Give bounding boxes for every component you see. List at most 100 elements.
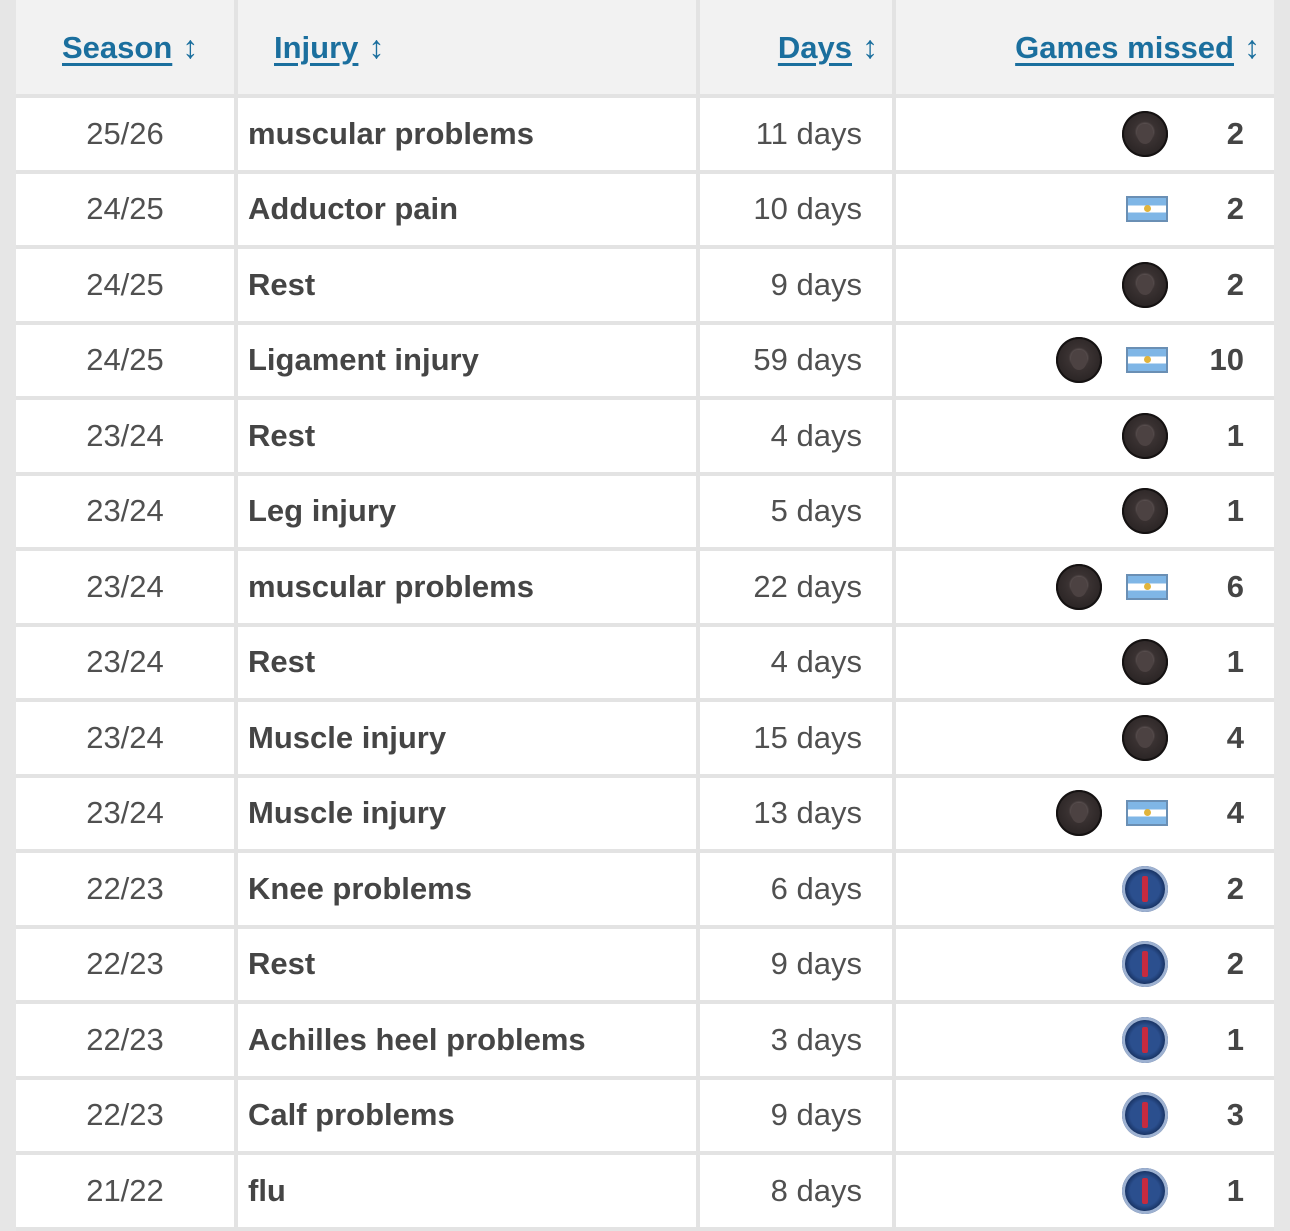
competition-badge[interactable]	[1056, 337, 1102, 384]
club-crest-dark-icon[interactable]	[1056, 563, 1102, 610]
days-cell: 10 days	[700, 173, 896, 249]
season-cell: 22/23	[16, 853, 238, 929]
table-row: 22/23 Rest 9 days 2	[16, 928, 1274, 1004]
season-cell: 21/22	[16, 1155, 238, 1231]
games-missed-content: 2	[896, 865, 1244, 912]
competition-badge[interactable]	[1122, 1092, 1168, 1139]
club-crest-dark-icon[interactable]	[1122, 412, 1168, 459]
days-column-header[interactable]: Days ↕	[700, 0, 896, 98]
games-missed-cell: 2	[896, 853, 1274, 929]
competition-badge[interactable]	[1122, 110, 1168, 157]
games-missed-content: 10	[896, 337, 1244, 384]
table-row: 23/24 Rest 4 days 1	[16, 626, 1274, 702]
competition-badge[interactable]	[1056, 790, 1102, 837]
argentina-flag-icon[interactable]	[1126, 347, 1168, 374]
competition-badge[interactable]	[1056, 563, 1102, 610]
games-missed-value: 10	[1209, 342, 1244, 378]
competition-badge[interactable]	[1122, 714, 1168, 761]
club-crest-dark-icon[interactable]	[1122, 488, 1168, 535]
games-missed-cell: 2	[896, 173, 1274, 249]
injury-cell: Rest	[238, 400, 700, 476]
season-cell: 22/23	[16, 1004, 238, 1080]
competition-badge[interactable]	[1126, 573, 1168, 600]
games-missed-cell: 1	[896, 475, 1274, 551]
games-missed-sort-link[interactable]: Games missed	[1015, 29, 1234, 65]
club-crest-dark-icon[interactable]	[1056, 790, 1102, 837]
club-crest-dark-icon[interactable]	[1056, 337, 1102, 384]
sort-arrows-icon[interactable]: ↕	[368, 28, 385, 65]
sort-arrows-icon[interactable]: ↕	[182, 28, 199, 65]
days-cell: 9 days	[700, 928, 896, 1004]
games-missed-content: 1	[896, 639, 1244, 686]
injury-cell: muscular problems	[238, 551, 700, 627]
games-missed-content: 2	[896, 261, 1244, 308]
days-cell: 13 days	[700, 777, 896, 853]
injury-cell: muscular problems	[238, 98, 700, 174]
competition-badge[interactable]	[1122, 261, 1168, 308]
games-missed-content: 4	[896, 714, 1244, 761]
games-missed-value: 1	[1226, 417, 1244, 453]
season-sort-link[interactable]: Season	[62, 29, 173, 65]
table-row: 24/25 Ligament injury 59 days 10	[16, 324, 1274, 400]
competition-badge[interactable]	[1126, 347, 1168, 374]
games-missed-column-header[interactable]: Games missed ↕	[896, 0, 1274, 98]
games-missed-cell: 1	[896, 1004, 1274, 1080]
season-column-header[interactable]: Season ↕	[16, 0, 238, 98]
games-missed-cell: 1	[896, 400, 1274, 476]
club-crest-psg-icon[interactable]	[1122, 1167, 1168, 1214]
season-cell: 23/24	[16, 626, 238, 702]
club-crest-dark-icon[interactable]	[1122, 110, 1168, 157]
days-cell: 9 days	[700, 1079, 896, 1155]
sort-arrows-icon[interactable]: ↕	[862, 28, 878, 65]
competition-badge[interactable]	[1122, 639, 1168, 686]
injury-cell: Calf problems	[238, 1079, 700, 1155]
injury-cell: Ligament injury	[238, 324, 700, 400]
games-missed-value: 2	[1226, 115, 1244, 151]
days-cell: 4 days	[700, 400, 896, 476]
games-missed-content: 2	[896, 191, 1244, 227]
injury-cell: Adductor pain	[238, 173, 700, 249]
competition-badge[interactable]	[1126, 196, 1168, 223]
games-missed-cell: 3	[896, 1079, 1274, 1155]
days-cell: 5 days	[700, 475, 896, 551]
injury-cell: Achilles heel problems	[238, 1004, 700, 1080]
argentina-flag-icon[interactable]	[1126, 800, 1168, 827]
competition-badge[interactable]	[1126, 800, 1168, 827]
days-cell: 22 days	[700, 551, 896, 627]
injury-cell: flu	[238, 1155, 700, 1231]
table-row: 24/25 Adductor pain 10 days 2	[16, 173, 1274, 249]
competition-badge[interactable]	[1122, 412, 1168, 459]
club-crest-dark-icon[interactable]	[1122, 714, 1168, 761]
competition-badge[interactable]	[1122, 488, 1168, 535]
header-row: Season ↕ Injury ↕ Days ↕ Games missed ↕	[16, 0, 1274, 98]
days-cell: 8 days	[700, 1155, 896, 1231]
days-cell: 15 days	[700, 702, 896, 778]
competition-badge[interactable]	[1122, 941, 1168, 988]
table-row: 24/25 Rest 9 days 2	[16, 249, 1274, 325]
games-missed-content: 1	[896, 488, 1244, 535]
injury-column-header[interactable]: Injury ↕	[238, 0, 700, 98]
games-missed-value: 1	[1226, 1172, 1244, 1208]
competition-badge[interactable]	[1122, 1016, 1168, 1063]
club-crest-psg-icon[interactable]	[1122, 865, 1168, 912]
competition-badge[interactable]	[1122, 1167, 1168, 1214]
injury-cell: Knee problems	[238, 853, 700, 929]
sort-arrows-icon[interactable]: ↕	[1244, 28, 1260, 65]
games-missed-value: 3	[1226, 1097, 1244, 1133]
argentina-flag-icon[interactable]	[1126, 196, 1168, 223]
club-crest-dark-icon[interactable]	[1122, 261, 1168, 308]
injury-sort-link[interactable]: Injury	[274, 29, 359, 65]
club-crest-psg-icon[interactable]	[1122, 941, 1168, 988]
club-crest-psg-icon[interactable]	[1122, 1016, 1168, 1063]
days-sort-link[interactable]: Days	[777, 29, 852, 65]
days-cell: 9 days	[700, 249, 896, 325]
games-missed-cell: 4	[896, 777, 1274, 853]
games-missed-content: 2	[896, 941, 1244, 988]
argentina-flag-icon[interactable]	[1126, 573, 1168, 600]
club-crest-psg-icon[interactable]	[1122, 1092, 1168, 1139]
club-crest-dark-icon[interactable]	[1122, 639, 1168, 686]
season-cell: 23/24	[16, 400, 238, 476]
competition-badge[interactable]	[1122, 865, 1168, 912]
table-row: 22/23 Achilles heel problems 3 days 1	[16, 1004, 1274, 1080]
season-cell: 23/24	[16, 777, 238, 853]
